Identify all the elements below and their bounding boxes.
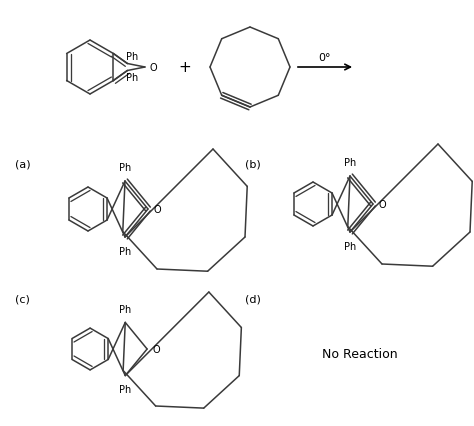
Text: Ph: Ph: [119, 305, 131, 314]
Text: O: O: [152, 344, 160, 354]
Text: Ph: Ph: [119, 246, 131, 256]
Text: Ph: Ph: [126, 52, 138, 62]
Text: O: O: [153, 204, 161, 215]
Text: +: +: [179, 60, 191, 75]
Text: Ph: Ph: [344, 242, 356, 251]
Text: Ph: Ph: [119, 163, 131, 173]
Text: No Reaction: No Reaction: [322, 348, 398, 361]
Text: Ph: Ph: [119, 384, 131, 394]
Text: Ph: Ph: [344, 158, 356, 167]
Text: (a): (a): [15, 160, 31, 170]
Text: (c): (c): [15, 294, 30, 304]
Text: O: O: [378, 199, 386, 210]
Text: Ph: Ph: [126, 73, 138, 83]
Text: (b): (b): [245, 160, 261, 170]
Text: 0°: 0°: [319, 53, 331, 63]
Text: O: O: [149, 63, 157, 73]
Text: (d): (d): [245, 294, 261, 304]
